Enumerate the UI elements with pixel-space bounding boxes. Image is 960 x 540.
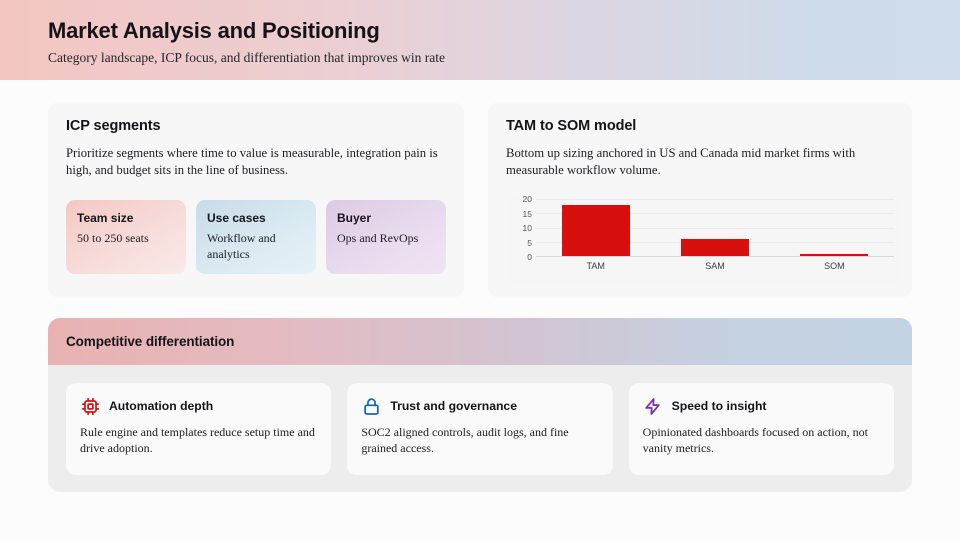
chart-y-tick-label: 0 <box>527 251 532 262</box>
chart-x-tick-label: SOM <box>824 261 845 271</box>
tam-bar-chart: 20 15 10 5 0 TAM SAM SOM <box>506 194 898 282</box>
icp-tile-label: Buyer <box>337 211 372 225</box>
icp-tile-value: Workflow and analytics <box>207 231 276 261</box>
chart-y-tick-label: 15 <box>522 208 532 219</box>
chart-x-tick-label: SAM <box>705 261 725 271</box>
differentiation-banner-title: Competitive differentiation <box>66 334 235 349</box>
chart-y-tick-label: 20 <box>522 193 532 204</box>
icp-tile-value: Ops and RevOps <box>337 231 419 245</box>
chart-bar-slot <box>536 199 655 256</box>
page-header: Market Analysis and Positioning Category… <box>0 0 960 80</box>
chart-bar[interactable] <box>680 239 749 256</box>
lock-icon <box>361 396 381 416</box>
icp-tile-list: Team size 50 to 250 seats Use cases Work… <box>66 200 446 275</box>
icp-segments-card: ICP segments Prioritize segments where t… <box>48 102 464 298</box>
icp-tile-label: Team size <box>77 211 134 225</box>
icp-card-description: Prioritize segments where time to value … <box>66 146 438 177</box>
icp-tile-buyer[interactable]: Buyer Ops and RevOps <box>326 200 446 275</box>
differentiation-card-speed-to-insight[interactable]: Speed to insight Opinionated dashboards … <box>628 383 894 475</box>
cpu-icon <box>80 396 100 416</box>
differentiation-card-body: Rule engine and templates reduce setup t… <box>80 425 315 455</box>
tam-card-title: TAM to SOM model <box>506 118 637 134</box>
lightning-bolt-icon <box>643 396 663 416</box>
icp-tile-use-cases[interactable]: Use cases Workflow and analytics <box>196 200 316 275</box>
competitive-differentiation-section: Competitive differentiation <box>48 318 912 492</box>
page-title: Market Analysis and Positioning <box>48 18 380 43</box>
top-card-row: ICP segments Prioritize segments where t… <box>48 102 912 298</box>
page-subtitle: Category landscape, ICP focus, and diffe… <box>48 50 446 66</box>
chart-gridline <box>536 227 894 229</box>
chart-y-tick-label: 10 <box>522 222 532 233</box>
differentiation-card-title: Trust and governance <box>390 399 517 413</box>
chart-x-tick-label: TAM <box>586 261 605 271</box>
differentiation-card-title: Speed to insight <box>671 399 767 413</box>
chart-gridline <box>536 213 894 215</box>
differentiation-banner: Competitive differentiation <box>48 318 912 365</box>
icp-tile-label: Use cases <box>207 211 266 225</box>
chart-y-tick-label: 5 <box>527 237 532 248</box>
icp-tile-value: 50 to 250 seats <box>77 231 149 245</box>
differentiation-card-automation-depth[interactable]: Automation depth Rule engine and templat… <box>66 383 332 475</box>
chart-bar-slot <box>775 199 894 256</box>
differentiation-card-list: Automation depth Rule engine and templat… <box>48 365 912 475</box>
differentiation-card-title: Automation depth <box>109 399 214 413</box>
chart-gridline <box>536 199 894 200</box>
chart-plot-area <box>536 199 894 257</box>
differentiation-card-body: SOC2 aligned controls, audit logs, and f… <box>361 425 569 455</box>
chart-bars <box>536 199 894 256</box>
chart-bar[interactable] <box>800 254 869 256</box>
chart-bar[interactable] <box>561 204 630 256</box>
icp-card-title: ICP segments <box>66 118 161 134</box>
chart-y-axis: 20 15 10 5 0 <box>506 195 532 261</box>
chart-bar-slot <box>655 199 774 256</box>
differentiation-card-trust-and-governance[interactable]: Trust and governance SOC2 aligned contro… <box>347 383 613 475</box>
icp-tile-team-size[interactable]: Team size 50 to 250 seats <box>66 200 186 275</box>
differentiation-card-body: Opinionated dashboards focused on action… <box>642 425 868 455</box>
chart-x-axis: TAM SAM SOM <box>536 261 894 271</box>
tam-card-description: Bottom up sizing anchored in US and Cana… <box>506 146 856 177</box>
tam-to-som-card: TAM to SOM model Bottom up sizing anchor… <box>488 102 912 298</box>
